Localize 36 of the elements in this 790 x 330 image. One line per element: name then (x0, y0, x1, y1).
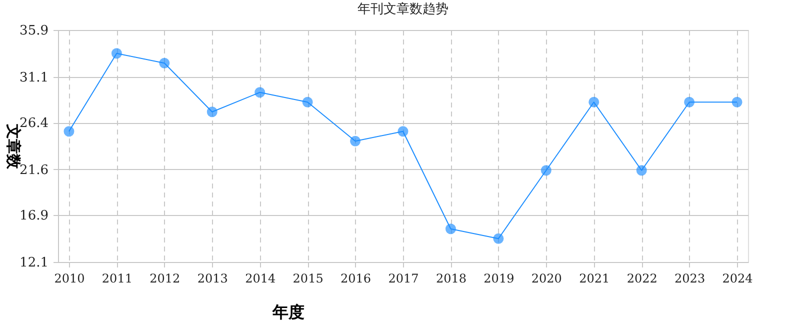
x-tick-label: 2015 (292, 272, 324, 286)
x-tick-label: 2018 (436, 272, 466, 286)
x-tick-label: 2013 (197, 272, 228, 286)
x-tick-label: 2023 (674, 272, 706, 286)
y-tick-label: 35.9 (20, 24, 48, 38)
x-tick-label: 2010 (54, 272, 85, 286)
point (350, 136, 361, 146)
chart-title: 年刊文章数趋势 (358, 2, 448, 17)
point (64, 126, 74, 137)
x-tick-label: 2021 (579, 272, 610, 286)
point (111, 48, 122, 59)
x-tick-label: 2012 (150, 272, 180, 286)
point (398, 126, 408, 137)
point (254, 87, 266, 98)
point (206, 106, 218, 118)
x-tick-label: 2019 (484, 272, 514, 286)
point (159, 58, 170, 68)
x-tick-label: 2014 (245, 272, 276, 286)
point (636, 165, 647, 176)
x-tick-label: 2011 (102, 272, 132, 286)
y-tick-label: 31.1 (20, 70, 48, 86)
x-tick-label: 2016 (340, 272, 372, 286)
point (684, 96, 695, 108)
point (588, 96, 600, 108)
point (540, 165, 552, 176)
point (732, 96, 742, 108)
x-tick-label: 2022 (626, 272, 658, 286)
point (493, 233, 504, 244)
x-tick-label: 2020 (531, 272, 562, 286)
y-tick-label: 16.9 (20, 208, 48, 224)
x-axis-title: 年度 (272, 302, 304, 322)
x-tick-label: 2017 (388, 272, 419, 286)
point (445, 224, 456, 234)
x-tick-label: 2024 (722, 272, 754, 286)
point (302, 96, 313, 108)
y-tick-label: 12.1 (20, 256, 48, 270)
